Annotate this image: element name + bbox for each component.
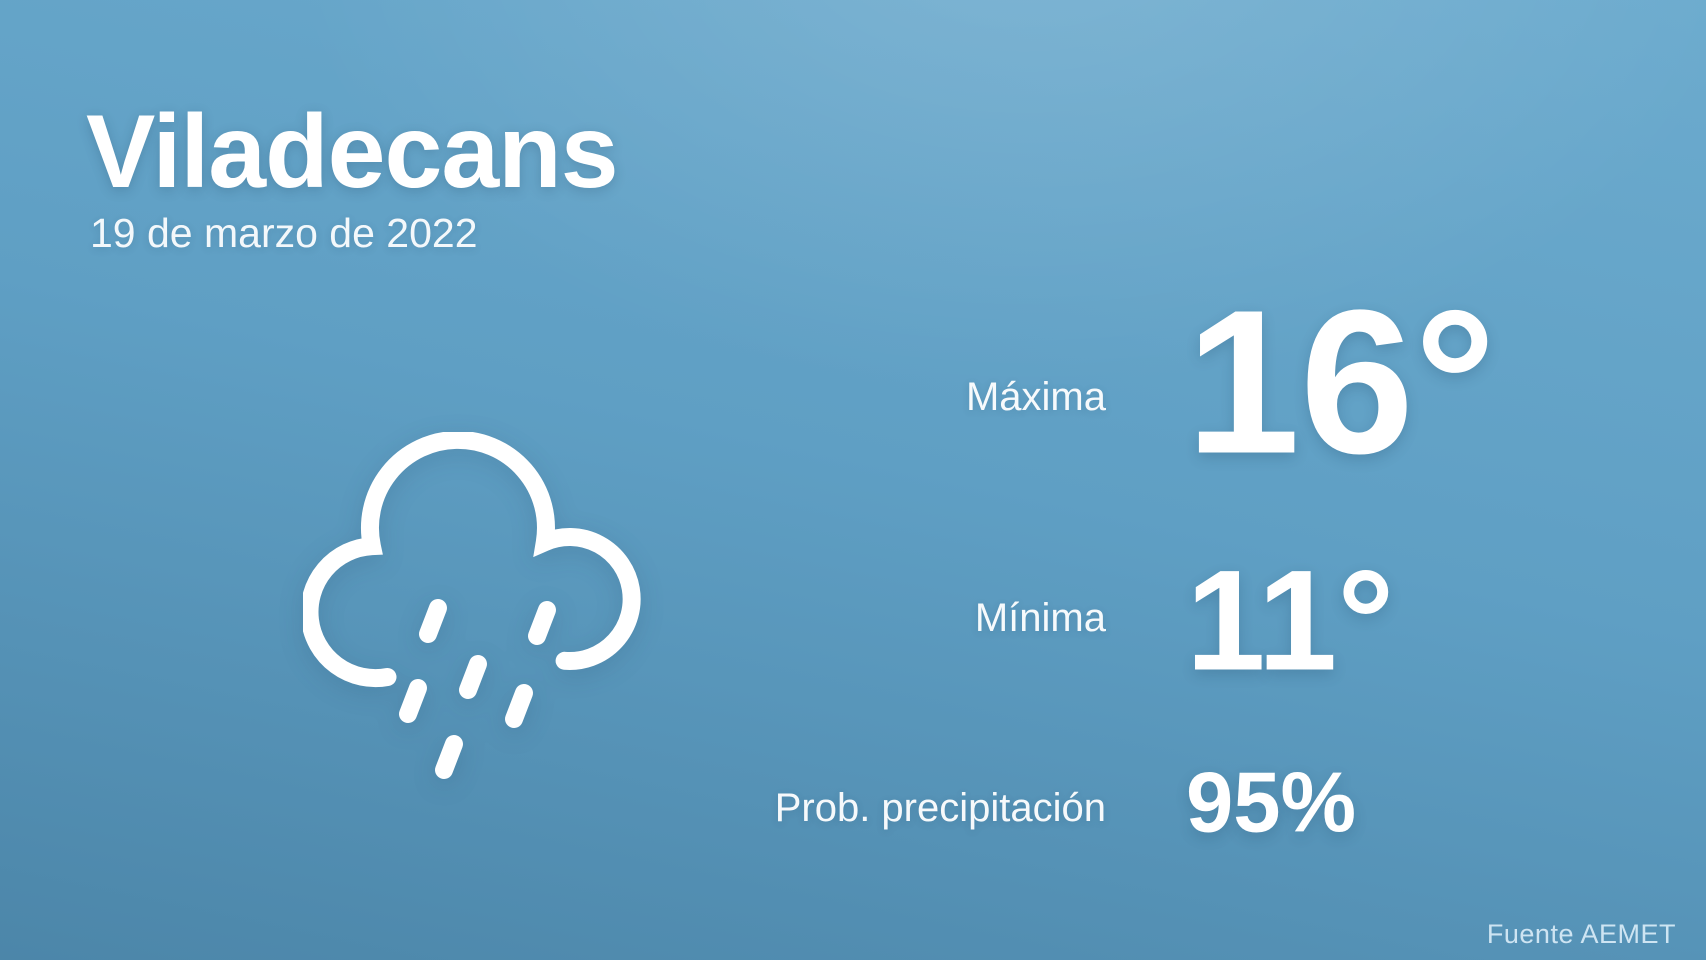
source-attribution: Fuente AEMET	[1486, 919, 1676, 949]
precipitation-probability-value: 95%	[1186, 755, 1357, 851]
precipitation-probability-label: Prob. precipitación	[774, 786, 1106, 830]
raindrop	[505, 684, 533, 728]
min-temperature-label: Mínima	[974, 596, 1106, 640]
raindrop	[528, 601, 556, 645]
raindrop	[435, 735, 463, 779]
forecast-date: 19 de marzo de 2022	[90, 210, 478, 256]
max-temperature-label: Máxima	[965, 375, 1106, 419]
max-temperature-value: 16°	[1186, 267, 1497, 497]
rain-cloud-icon	[303, 432, 641, 779]
raindrop	[399, 679, 427, 723]
raindrop	[419, 599, 447, 643]
page-title: Viladecans	[86, 94, 619, 210]
cloud-outline	[303, 432, 641, 688]
min-temperature-value: 11°	[1186, 541, 1395, 701]
raindrop	[459, 655, 487, 699]
